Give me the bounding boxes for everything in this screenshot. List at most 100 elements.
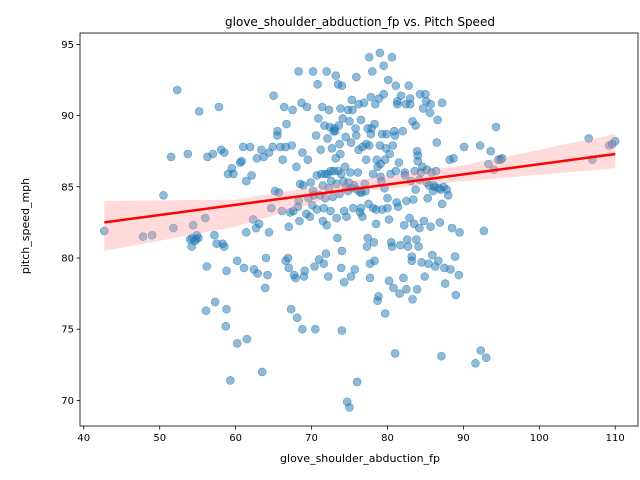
data-point (417, 257, 426, 267)
data-point (404, 81, 414, 90)
data-point (326, 206, 335, 216)
data-point (337, 246, 347, 256)
data-point (300, 266, 310, 276)
data-point (475, 141, 485, 150)
data-point (364, 52, 374, 62)
data-point (398, 126, 408, 136)
data-point (385, 149, 395, 159)
data-point (396, 240, 405, 250)
data-point (302, 102, 312, 112)
data-point (336, 149, 345, 159)
data-point (389, 283, 398, 293)
data-point (383, 193, 392, 203)
data-point (408, 294, 417, 304)
data-point (421, 89, 430, 99)
data-point (322, 67, 332, 76)
data-point (584, 134, 594, 143)
data-point (202, 262, 212, 271)
data-point (367, 67, 377, 76)
data-point (375, 48, 385, 58)
data-point (278, 155, 288, 164)
data-point (370, 119, 379, 129)
y-tick-label: 85 (61, 182, 74, 193)
data-point (242, 176, 251, 186)
data-point (405, 213, 414, 223)
data-point (295, 216, 304, 226)
data-point (391, 166, 401, 176)
data-point (486, 146, 496, 156)
data-point (226, 376, 235, 385)
data-point (383, 203, 392, 213)
data-point (440, 279, 450, 288)
data-point (219, 148, 229, 157)
data-point (210, 230, 219, 240)
data-point (450, 252, 460, 261)
data-point (366, 92, 376, 102)
data-point (210, 297, 220, 307)
y-tick-label: 70 (61, 396, 74, 407)
data-point (323, 272, 333, 281)
data-point (362, 242, 372, 251)
data-point (269, 91, 278, 100)
data-point (340, 162, 350, 172)
data-point (322, 220, 332, 230)
data-point (395, 289, 404, 298)
data-point (310, 324, 320, 334)
data-point (361, 155, 371, 164)
data-point (345, 403, 354, 412)
data-point (169, 223, 178, 233)
data-point (455, 228, 464, 237)
data-point (481, 353, 491, 363)
data-point (390, 131, 400, 140)
data-point (341, 132, 351, 142)
data-point (147, 230, 157, 240)
data-point (332, 213, 341, 223)
data-point (399, 220, 409, 230)
data-point (310, 262, 319, 271)
data-point (303, 155, 313, 164)
x-tick-label: 70 (305, 433, 318, 444)
data-point (388, 141, 398, 150)
data-point (380, 155, 390, 164)
data-point (245, 142, 255, 152)
data-point (283, 253, 293, 263)
data-point (242, 334, 252, 344)
data-point (387, 242, 397, 251)
data-point (257, 145, 266, 155)
data-point (418, 104, 428, 113)
x-tick-label: 110 (606, 433, 625, 444)
data-point (324, 105, 334, 115)
data-point (443, 191, 453, 200)
data-point (414, 242, 423, 251)
data-point (353, 168, 363, 177)
data-point (214, 102, 224, 112)
data-point (277, 206, 287, 216)
data-point (374, 292, 383, 301)
data-point (471, 358, 480, 368)
data-point (342, 212, 351, 221)
data-point (298, 181, 308, 190)
data-point (308, 67, 318, 76)
data-point (221, 321, 231, 331)
data-point (314, 114, 323, 123)
data-point (396, 91, 406, 100)
data-point (405, 94, 415, 103)
data-point (391, 81, 401, 90)
data-point (345, 117, 354, 126)
data-point (331, 71, 341, 80)
data-point (449, 154, 458, 163)
data-point (219, 242, 229, 251)
data-point (100, 226, 109, 236)
data-point (411, 235, 421, 244)
data-point (435, 218, 445, 227)
data-point (402, 235, 412, 244)
data-point (369, 238, 379, 247)
data-point (433, 115, 442, 125)
data-point (432, 138, 442, 147)
data-point (166, 152, 176, 162)
data-point (336, 104, 345, 113)
data-point (336, 263, 346, 273)
data-point (351, 72, 361, 82)
data-point (446, 265, 455, 274)
data-point (390, 349, 400, 358)
